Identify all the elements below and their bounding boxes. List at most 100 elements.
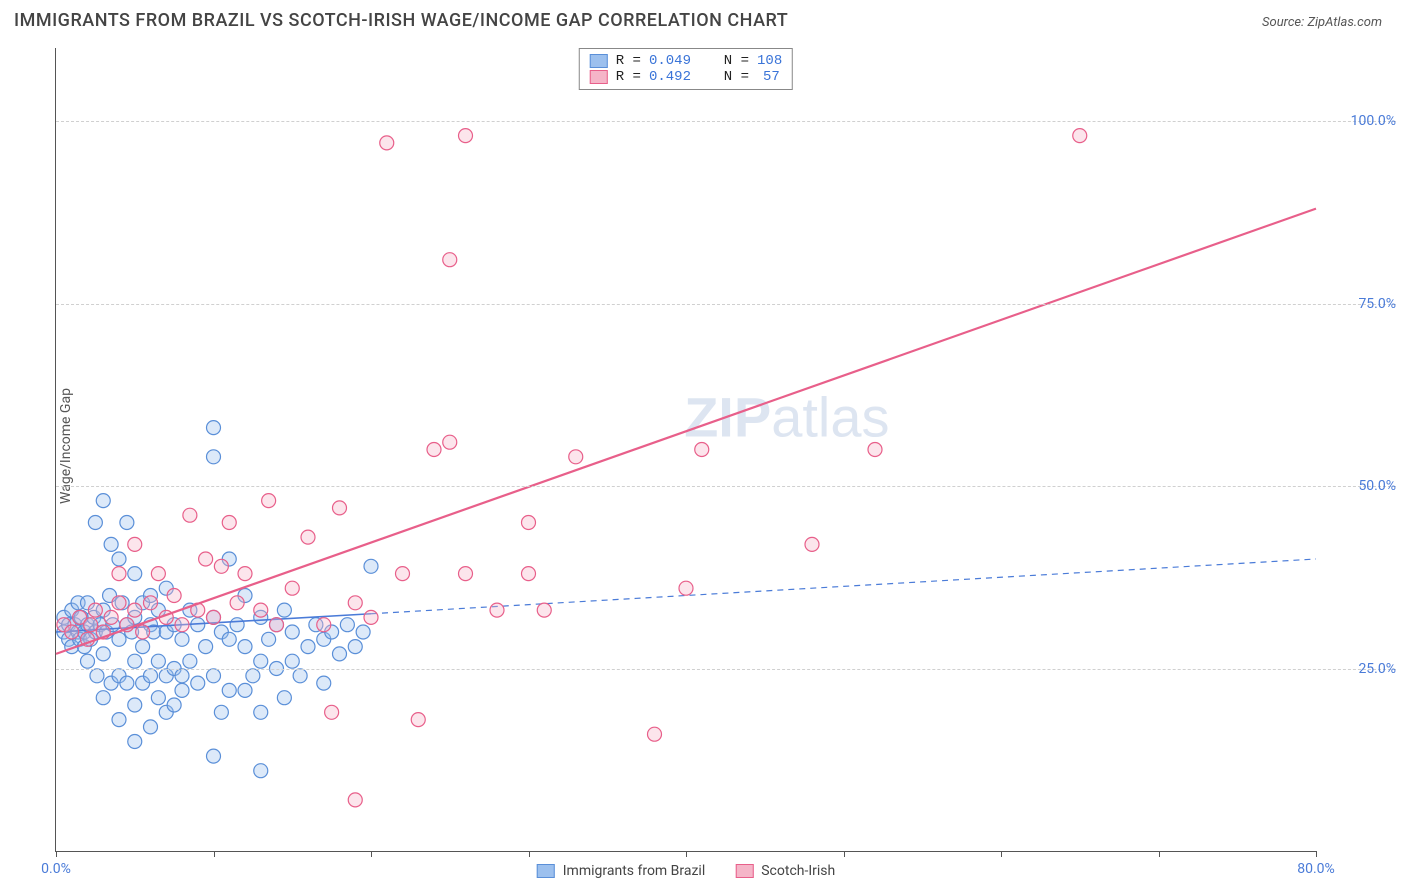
scatter-point: [199, 640, 213, 654]
scatter-point: [90, 669, 104, 683]
scatter-point: [679, 581, 693, 595]
legend-swatch-pink: [735, 864, 753, 878]
chart-title: IMMIGRANTS FROM BRAZIL VS SCOTCH-IRISH W…: [14, 10, 788, 31]
scatter-point: [151, 691, 165, 705]
scatter-point: [380, 136, 394, 150]
scatter-point: [443, 253, 457, 267]
scatter-point: [364, 610, 378, 624]
scatter-point: [136, 640, 150, 654]
scatter-point: [459, 567, 473, 581]
scatter-point: [207, 421, 221, 435]
scatter-point: [81, 654, 95, 668]
scatter-point: [175, 669, 189, 683]
scatter-point: [340, 618, 354, 632]
scatter-point: [84, 618, 98, 632]
y-tick-label: 50.0%: [1326, 478, 1396, 494]
scatter-point: [246, 669, 260, 683]
scatter-point: [427, 443, 441, 457]
scatter-point: [120, 516, 134, 530]
scatter-point: [183, 508, 197, 522]
x-tick: [1159, 851, 1160, 857]
scatter-point: [96, 647, 110, 661]
source-attribution: Source: ZipAtlas.com: [1262, 15, 1382, 30]
correlation-legend: R = 0.049 N = 108 R = 0.492 N = 57: [579, 48, 793, 90]
scatter-point: [96, 691, 110, 705]
scatter-point: [214, 559, 228, 573]
legend-label-brazil: Immigrants from Brazil: [563, 863, 706, 879]
x-tick: [686, 851, 687, 857]
legend-swatch-blue: [590, 54, 608, 68]
chart-plot-area: ZIPatlas R = 0.049 N = 108 R = 0.492 N =…: [55, 48, 1316, 852]
scatter-point: [695, 443, 709, 457]
legend-row-series2: R = 0.492 N = 57: [590, 69, 782, 85]
gridline: [56, 121, 1396, 122]
scatter-point: [207, 669, 221, 683]
scatter-point: [175, 618, 189, 632]
scatter-point: [522, 567, 536, 581]
scatter-point: [277, 603, 291, 617]
chart-header: IMMIGRANTS FROM BRAZIL VS SCOTCH-IRISH W…: [0, 0, 1406, 37]
scatter-point: [128, 537, 142, 551]
x-tick-label: 0.0%: [41, 861, 71, 877]
scatter-point: [293, 669, 307, 683]
scatter-point: [144, 596, 158, 610]
scatter-point: [207, 749, 221, 763]
scatter-point: [262, 494, 276, 508]
scatter-point: [277, 691, 291, 705]
scatter-point: [868, 443, 882, 457]
gridline: [56, 486, 1396, 487]
scatter-point: [128, 698, 142, 712]
scatter-point: [151, 654, 165, 668]
scatter-point: [333, 647, 347, 661]
scatter-point: [301, 530, 315, 544]
scatter-point: [128, 567, 142, 581]
series-legend: Immigrants from Brazil Scotch-Irish: [525, 863, 848, 879]
scatter-point: [285, 654, 299, 668]
scatter-point: [191, 676, 205, 690]
scatter-point: [238, 640, 252, 654]
legend-swatch-blue: [537, 864, 555, 878]
scatter-point: [238, 567, 252, 581]
r-value-2: 0.492: [649, 69, 691, 85]
scatter-point: [183, 654, 197, 668]
legend-item-brazil: Immigrants from Brazil: [537, 863, 706, 879]
x-tick: [56, 851, 57, 857]
scatter-point: [144, 720, 158, 734]
source-label: Source:: [1262, 15, 1307, 30]
source-value: ZipAtlas.com: [1307, 15, 1382, 30]
scatter-point: [112, 567, 126, 581]
n-value-2: 57: [757, 69, 780, 85]
legend-row-series1: R = 0.049 N = 108: [590, 53, 782, 69]
scatter-point: [65, 625, 79, 639]
scatter-point: [175, 683, 189, 697]
scatter-point: [301, 640, 315, 654]
x-tick: [844, 851, 845, 857]
scatter-point: [356, 625, 370, 639]
scatter-point: [96, 494, 110, 508]
scatter-point: [254, 654, 268, 668]
scatter-point: [104, 610, 118, 624]
scatter-point: [285, 625, 299, 639]
scatter-point: [490, 603, 504, 617]
scatter-point: [167, 698, 181, 712]
y-tick-label: 100.0%: [1326, 113, 1396, 129]
scatter-point: [104, 537, 118, 551]
n-value-1: 108: [757, 53, 782, 69]
scatter-point: [88, 516, 102, 530]
y-tick-label: 25.0%: [1326, 661, 1396, 677]
scatter-point: [144, 669, 158, 683]
scatter-point: [364, 559, 378, 573]
gridline: [56, 304, 1396, 305]
scatter-point: [522, 516, 536, 530]
legend-item-scotch-irish: Scotch-Irish: [735, 863, 835, 879]
gridline: [56, 669, 1396, 670]
scatter-point: [325, 705, 339, 719]
scatter-point: [254, 705, 268, 719]
scatter-point: [136, 625, 150, 639]
x-tick: [1001, 851, 1002, 857]
scatter-point: [112, 596, 126, 610]
scatter-point: [285, 581, 299, 595]
r-label: R =: [616, 69, 641, 85]
plot-svg: [56, 48, 1316, 851]
x-tick: [214, 851, 215, 857]
